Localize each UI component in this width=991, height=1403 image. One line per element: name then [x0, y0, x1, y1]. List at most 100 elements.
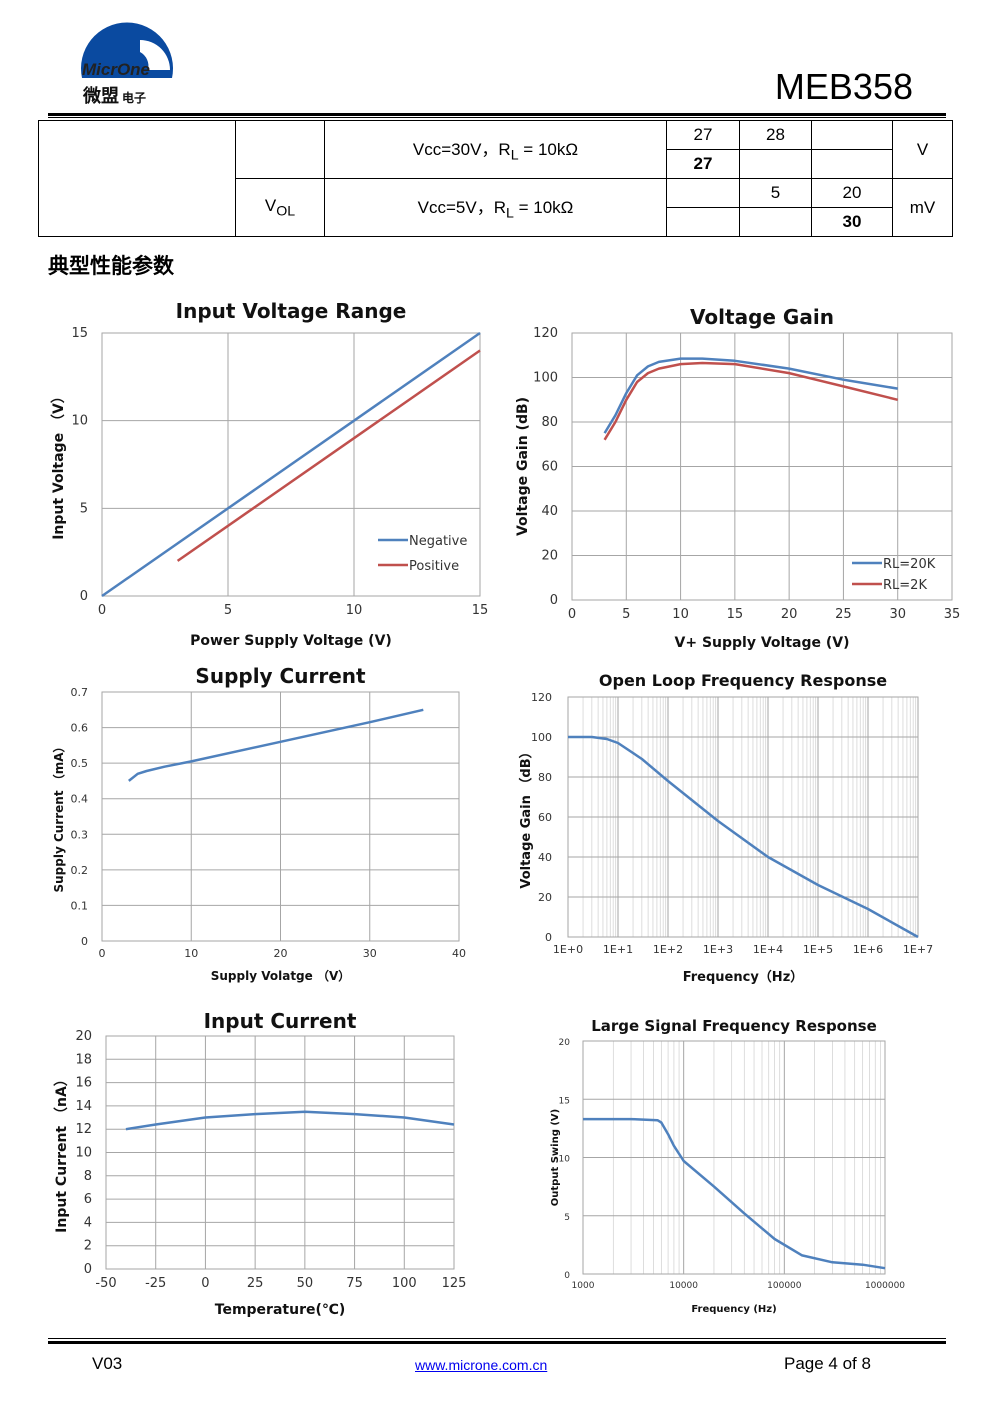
- y-tick-label: 10: [559, 1155, 571, 1165]
- x-axis-label: Frequency (Hz): [691, 1304, 776, 1315]
- y-tick-label: 20: [538, 891, 552, 904]
- y-tick-label: 16: [75, 1076, 92, 1091]
- x-tick-label: 5: [622, 607, 630, 622]
- y-tick-label: 80: [538, 771, 552, 784]
- x-tick-label: 1E+6: [853, 943, 883, 956]
- x-tick-label: 1000000: [865, 1281, 905, 1291]
- y-tick-label: 0.5: [71, 757, 89, 770]
- unit-cell-1: V: [892, 120, 953, 179]
- logo-text-cn: 微盟 电子: [83, 82, 146, 108]
- chart-title: Supply Current: [195, 664, 366, 688]
- y-tick-label: 100: [531, 731, 552, 744]
- x-tick-label: 20: [781, 607, 798, 622]
- y-tick-label: 5: [564, 1213, 570, 1223]
- y-axis-label: Voltage Gain (dB): [515, 397, 531, 536]
- y-tick-label: 14: [75, 1099, 92, 1114]
- y-tick-label: 80: [541, 415, 558, 430]
- input_voltage_range-chart: 0 5 10 15 0 5 10 15 Input Voltage Range Power Sup…: [51, 299, 488, 649]
- x-tick-label: 0: [99, 947, 106, 960]
- condition-cell-2: Vcc=5V，RL = 10kΩ: [324, 178, 667, 237]
- x-tick-label: 1E+7: [903, 943, 933, 956]
- large_signal_freq-chart: 1000 10000 100000 1000000 0 5 10 15 20 Large Sign…: [550, 1017, 905, 1315]
- spec-table: Vcc=30V，RL = 10kΩ 27 28 V 27 VOL Vcc=5V，…: [38, 120, 953, 237]
- footer-rule-thin: [48, 1338, 946, 1339]
- y-tick-label: 6: [84, 1192, 92, 1207]
- y-tick-label: 20: [559, 1038, 571, 1048]
- y-tick-label: 120: [531, 691, 552, 704]
- value-cell: [739, 207, 812, 237]
- header-rule-thin: [48, 117, 946, 118]
- y-tick-label: 15: [71, 326, 88, 341]
- y-tick-label: 100: [533, 371, 558, 386]
- footer-website-link[interactable]: www.microne.com.cn: [415, 1357, 548, 1373]
- table-blank-cell: [38, 120, 236, 237]
- chart-title: Open Loop Frequency Response: [599, 671, 887, 690]
- x-tick-label: 30: [363, 947, 377, 960]
- voltage_gain-chart: 0 5 10 15 20 25 30 35 0 20 40 60 80 100 120 Voltage Gai…: [515, 305, 960, 651]
- legend-entry: RL=20K: [883, 557, 936, 572]
- value-cell: 28: [739, 120, 812, 150]
- x-tick-label: 10: [672, 607, 689, 622]
- y-tick-label: 40: [538, 851, 552, 864]
- x-tick-label: 1E+5: [803, 943, 833, 956]
- footer-page-number: Page 4 of 8: [784, 1354, 871, 1373]
- x-tick-label: 100000: [767, 1281, 802, 1291]
- x-tick-label: -25: [145, 1276, 166, 1291]
- legend-entry: Positive: [409, 559, 459, 574]
- x-axis-label: Power Supply Voltage (V): [190, 633, 392, 649]
- x-tick-label: 1E+4: [753, 943, 783, 956]
- value-cell: [666, 178, 740, 208]
- y-tick-label: 0.6: [71, 722, 89, 735]
- series-line: [568, 735, 919, 939]
- y-tick-label: 18: [75, 1052, 92, 1067]
- x-axis-label: V+ Supply Voltage (V): [675, 635, 850, 651]
- x-tick-label: 10: [184, 947, 198, 960]
- chart-title: Voltage Gain: [690, 305, 834, 329]
- x-tick-label: 5: [224, 603, 232, 618]
- section-title: 典型性能参数: [48, 254, 174, 278]
- series-line: [603, 357, 898, 434]
- x-tick-label: 1E+3: [703, 943, 733, 956]
- x-axis-label: Supply Volatge （V）: [211, 968, 351, 983]
- y-tick-label: 10: [71, 414, 88, 429]
- x-tick-label: 25: [247, 1276, 264, 1291]
- x-tick-label: 75: [346, 1276, 363, 1291]
- footer-rule: [48, 1341, 946, 1344]
- y-axis-label: Input Current （nA）: [54, 1072, 70, 1233]
- header-rule: [48, 113, 946, 116]
- x-tick-label: 1E+2: [653, 943, 683, 956]
- x-tick-label: 125: [442, 1276, 467, 1291]
- y-tick-label: 0: [550, 593, 558, 608]
- company-logo: MicrOne 微盟 电子: [78, 22, 178, 106]
- y-tick-label: 0.2: [71, 864, 89, 877]
- x-tick-label: 10: [346, 603, 363, 618]
- y-axis-label: Voltage Gain （dB）: [518, 745, 534, 888]
- supply_current-chart: 0 10 20 30 40 0 0.1 0.2 0.3 0.4 0.5 0.6 0.7 Supply Cu…: [51, 664, 466, 983]
- x-tick-label: 0: [201, 1276, 209, 1291]
- series-line: [603, 361, 898, 441]
- y-tick-label: 0: [564, 1271, 570, 1281]
- series-line: [583, 1117, 886, 1270]
- y-tick-label: 2: [84, 1239, 92, 1254]
- y-axis-label: Input Voltage （V）: [51, 389, 67, 540]
- legend-entry: RL=2K: [883, 578, 927, 593]
- x-tick-label: 30: [889, 607, 906, 622]
- value-cell: 30: [811, 207, 893, 237]
- y-tick-label: 40: [541, 504, 558, 519]
- unit-cell-2: mV: [892, 178, 953, 237]
- y-tick-label: 0.4: [71, 793, 89, 806]
- y-tick-label: 8: [84, 1169, 92, 1184]
- chart-title: Input Current: [204, 1009, 357, 1033]
- series-line: [128, 708, 424, 782]
- x-tick-label: 40: [452, 947, 466, 960]
- x-tick-label: 0: [568, 607, 576, 622]
- chart-title: Large Signal Frequency Response: [591, 1017, 877, 1035]
- y-tick-label: 4: [84, 1215, 92, 1230]
- logo-cn-small: 电子: [122, 91, 147, 105]
- x-tick-label: 1E+0: [553, 943, 583, 956]
- x-tick-label: 35: [944, 607, 961, 622]
- y-tick-label: 0.3: [71, 828, 89, 841]
- y-tick-label: 0: [545, 931, 552, 944]
- input_current-chart: -50 -25 0 25 50 75 100 125 0 2 4 6 8 10 12 14 16 18 20 Inpu…: [54, 1009, 466, 1318]
- footer-version: V03: [92, 1354, 123, 1373]
